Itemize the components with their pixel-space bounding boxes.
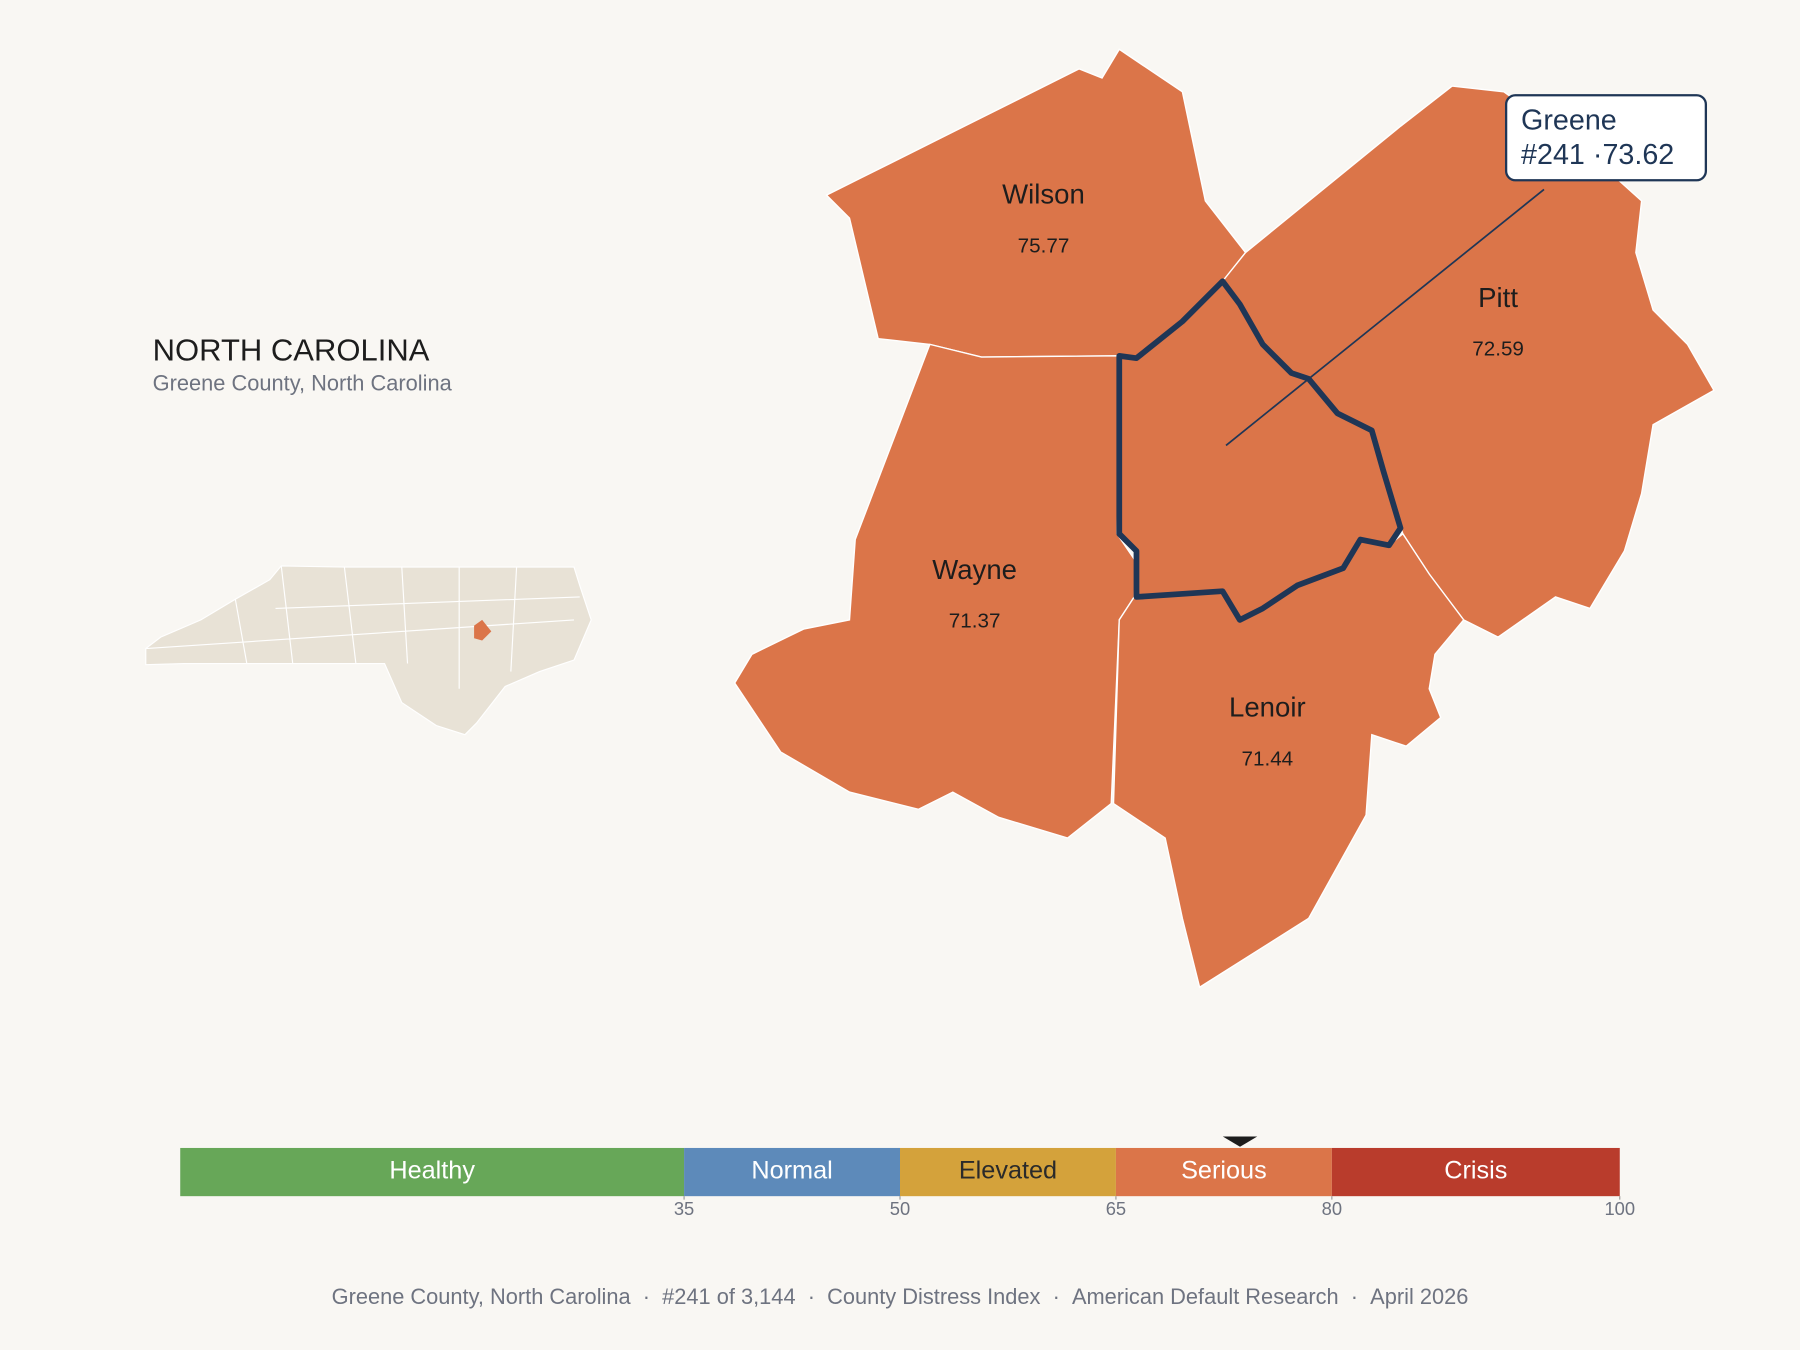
county-value: 71.44 [1241,747,1293,770]
title: NORTH CAROLINA [152,332,430,368]
scale-band-label: Healthy [389,1157,475,1185]
scale-tick-label: 80 [1322,1198,1342,1219]
scale-tick-label: 65 [1106,1198,1126,1219]
scale-band [899,1147,1116,1197]
scale-tick-label: 50 [890,1198,910,1219]
footer-item: Greene County, North Carolina [331,1285,631,1310]
footer-item: April 2026 [1339,1286,1469,1310]
footer-item: #241 of 3,144 [631,1286,796,1310]
scale-band [1331,1147,1620,1197]
county-name: Pitt [1478,282,1518,313]
state-inset [145,565,592,736]
callout-score: 73.62 [1602,138,1675,172]
scale-band-label: Serious [1181,1157,1267,1185]
scale-band [1115,1147,1332,1197]
callout-rank: #241 [1521,138,1585,172]
state-highlight [474,619,492,641]
scale-band [180,1147,685,1197]
county-value: 75.77 [1018,234,1070,257]
county-name: Wilson [1002,179,1085,210]
callout-detail: #241 73.62 [1521,138,1691,172]
separator [1585,139,1603,171]
scale-band-label: Crisis [1444,1157,1507,1185]
county-value: 71.37 [949,610,1001,633]
scale-band [684,1147,900,1197]
county-value: 72.59 [1472,338,1524,361]
footer: Greene County, North Carolina#241 of 3,1… [0,1286,1800,1311]
leader-line [1225,188,1545,447]
score-marker [1222,1136,1258,1147]
county-name: Wayne [932,554,1017,585]
selected-county [1116,278,1404,623]
state-shape [145,565,592,736]
county [733,343,1138,839]
callout-name: Greene [1521,104,1617,137]
callout: Greene #241 73.62 [1504,94,1708,182]
scale-tick-label: 100 [1604,1198,1635,1219]
county-lines [145,565,580,689]
scale-tick-label: 35 [674,1198,694,1219]
county-name: Lenoir [1229,692,1306,723]
footer-item: County Distress Index [796,1286,1041,1310]
scale-band-label: Elevated [959,1157,1057,1185]
scale-band-label: Normal [751,1157,832,1185]
counties: Wilson 75.77 Pitt 72.59 Wayne 71.37 Lenoir 71.4… [733,48,1715,989]
footer-item: American Default Research [1040,1286,1338,1310]
subtitle: Greene County, North Carolina [152,371,452,397]
